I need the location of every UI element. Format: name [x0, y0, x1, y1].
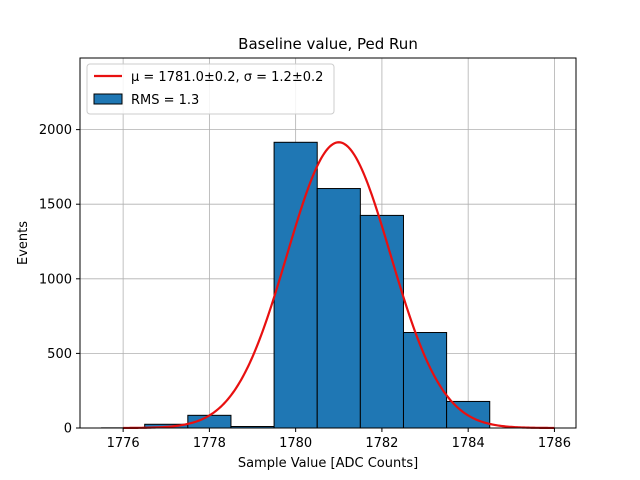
histogram-bar-6 [359, 214, 404, 429]
plot-frame [79, 57, 577, 429]
histogram-bars [101, 141, 491, 429]
y-axis-ticks: 0 500 1000 1500 2000 [39, 123, 80, 437]
x-tick-label-3: 1782 [365, 436, 398, 451]
legend-fit-mu: μ = 1781.0±0.2, [131, 70, 244, 85]
x-tick-label-5: 1786 [538, 436, 571, 451]
legend-histogram-swatch [93, 93, 123, 105]
chart-title: Baseline value, Ped Run [238, 35, 418, 53]
x-axis-label: Sample Value [ADC Counts] [238, 456, 418, 471]
x-tick-label-4: 1784 [452, 436, 485, 451]
legend-box [86, 63, 335, 115]
x-axis-ticks: 1776 1778 1780 1782 1784 1786 [107, 428, 571, 451]
x-tick-label-2: 1780 [279, 436, 312, 451]
legend-histogram-label: RMS = 1.3 [131, 93, 199, 108]
histogram-bar-4 [273, 141, 318, 429]
legend-fit-sigma: σ = 1.2±0.2 [244, 70, 324, 85]
x-tick-label-0: 1776 [107, 436, 140, 451]
x-tick-label-1: 1778 [193, 436, 226, 451]
histogram-bar-5 [316, 188, 361, 429]
y-tick-label-3: 1500 [39, 198, 72, 213]
y-tick-label-2: 1000 [39, 272, 72, 287]
histogram-bar-7 [402, 332, 448, 429]
y-axis-label: Events [16, 221, 31, 265]
legend-fit-label: μ = 1781.0±0.2, σ = 1.2±0.2 [131, 70, 323, 85]
legend: μ = 1781.0±0.2, σ = 1.2±0.2 RMS = 1.3 [86, 63, 335, 115]
y-tick-label-0: 0 [64, 422, 72, 437]
y-tick-label-1: 500 [47, 347, 72, 362]
gaussian-fit-curve [123, 141, 555, 430]
y-tick-label-4: 2000 [39, 123, 72, 138]
